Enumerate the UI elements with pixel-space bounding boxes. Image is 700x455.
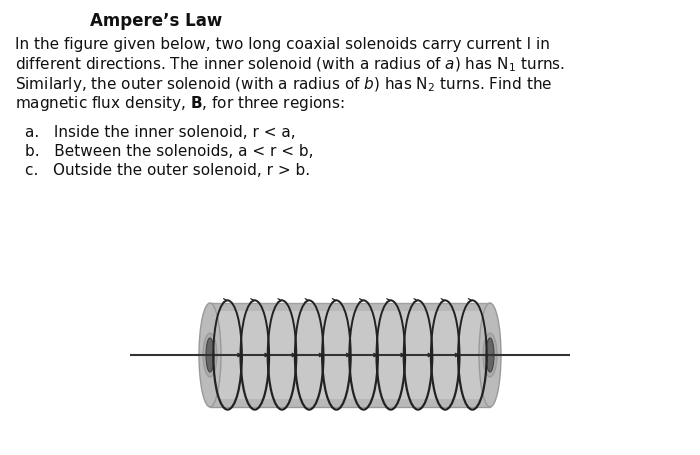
Text: different directions. The inner solenoid (with a radius of $a$) has N$_1$ turns.: different directions. The inner solenoid… — [15, 56, 565, 75]
Bar — [210, 303, 490, 407]
Ellipse shape — [206, 338, 214, 372]
Ellipse shape — [199, 303, 221, 407]
Text: magnetic flux density, $\mathbf{B}$, for three regions:: magnetic flux density, $\mathbf{B}$, for… — [15, 94, 344, 113]
Ellipse shape — [486, 338, 494, 372]
Ellipse shape — [479, 303, 501, 407]
Text: Similarly, the outer solenoid (with a radius of $b$) has N$_2$ turns. Find the: Similarly, the outer solenoid (with a ra… — [15, 75, 552, 94]
Text: Ampere’s Law: Ampere’s Law — [90, 12, 223, 30]
Bar — [210, 399, 490, 407]
Ellipse shape — [203, 333, 217, 377]
Ellipse shape — [483, 333, 497, 377]
Text: a.   Inside the inner solenoid, r < a,: a. Inside the inner solenoid, r < a, — [25, 125, 295, 140]
Text: b.   Between the solenoids, a < r < b,: b. Between the solenoids, a < r < b, — [25, 144, 314, 159]
Text: In the figure given below, two long coaxial solenoids carry current I in: In the figure given below, two long coax… — [15, 37, 550, 52]
Bar — [210, 303, 490, 311]
Text: c.   Outside the outer solenoid, r > b.: c. Outside the outer solenoid, r > b. — [25, 163, 310, 178]
